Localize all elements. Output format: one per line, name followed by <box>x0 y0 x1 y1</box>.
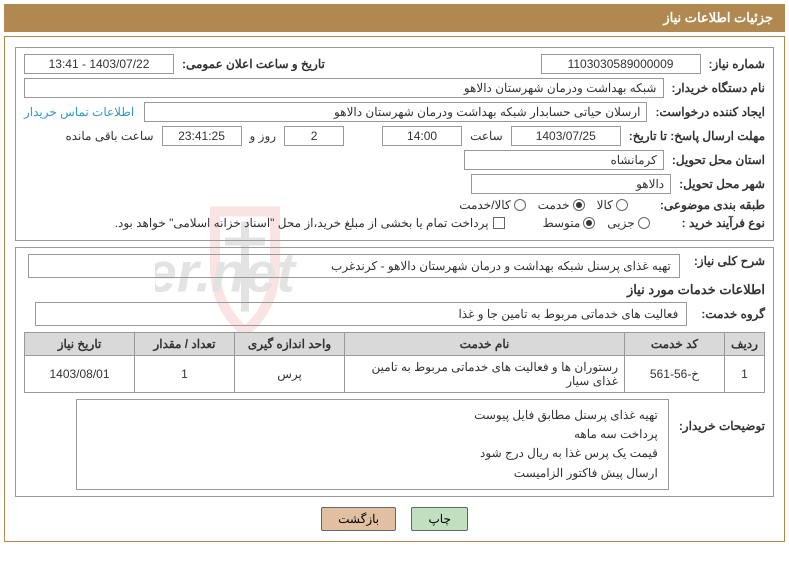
label-purchase-type: نوع فرآیند خرید : <box>682 216 765 230</box>
radio-kala-khedmat[interactable]: کالا/خدمت <box>459 198 525 212</box>
row-delivery-city: شهر محل تحویل: دالاهو <box>24 174 765 194</box>
note-line-1: تهیه غذای پرسنل مطابق فایل پیوست <box>87 406 658 425</box>
label-delivery-city: شهر محل تحویل: <box>679 177 765 191</box>
value-announce-date: 1403/07/22 - 13:41 <box>24 54 174 74</box>
back-button[interactable]: بازگشت <box>321 507 396 531</box>
payment-checkbox[interactable] <box>493 217 505 229</box>
buyer-contact-link[interactable]: اطلاعات تماس خریدار <box>24 105 134 119</box>
value-general-desc: تهیه غذای پرسنل شبکه بهداشت و درمان شهرس… <box>28 254 680 278</box>
value-remaining-time: 23:41:25 <box>162 126 242 146</box>
label-remaining: ساعت باقی مانده <box>65 129 153 143</box>
cell-row: 1 <box>725 356 765 393</box>
row-need-number: شماره نیاز: 1103030589000009 تاریخ و ساع… <box>24 54 765 74</box>
cell-date: 1403/08/01 <box>25 356 135 393</box>
label-service-group: گروه خدمت: <box>701 307 765 321</box>
row-general-desc: شرح کلی نیاز: تهیه غذای پرسنل شبکه بهداش… <box>24 254 765 278</box>
label-time-word: ساعت <box>470 129 503 143</box>
button-row: چاپ بازگشت <box>15 507 774 531</box>
th-row: ردیف <box>725 333 765 356</box>
subject-category-radio-group: کالا خدمت کالا/خدمت <box>459 198 628 212</box>
th-unit: واحد اندازه گیری <box>235 333 345 356</box>
value-delivery-province: کرمانشاه <box>464 150 664 170</box>
value-requester: ارسلان حیاتی حسابدار شبکه بهداشت ودرمان … <box>144 102 647 122</box>
description-section: شرح کلی نیاز: تهیه غذای پرسنل شبکه بهداش… <box>15 247 774 497</box>
label-need-number: شماره نیاز: <box>709 57 765 71</box>
cell-unit: پرس <box>235 356 345 393</box>
radio-label-kala-khedmat: کالا/خدمت <box>459 198 510 212</box>
th-name: نام خدمت <box>345 333 625 356</box>
row-buyer-notes: توضیحات خریدار: تهیه غذای پرسنل مطابق فا… <box>24 399 765 490</box>
page-container: جزئیات اطلاعات نیاز شماره نیاز: 11030305… <box>0 0 789 546</box>
radio-circle-khedmat <box>573 199 585 211</box>
row-buyer-org: نام دستگاه خریدار: شبکه بهداشت ودرمان شه… <box>24 78 765 98</box>
th-qty: تعداد / مقدار <box>135 333 235 356</box>
radio-label-motavaset: متوسط <box>543 216 581 230</box>
label-delivery-province: استان محل تحویل: <box>672 153 765 167</box>
radio-circle-kala <box>616 199 628 211</box>
value-buyer-org: شبکه بهداشت ودرمان شهرستان دالاهو <box>24 78 664 98</box>
th-code: کد خدمت <box>625 333 725 356</box>
table-header-row: ردیف کد خدمت نام خدمت واحد اندازه گیری ت… <box>25 333 765 356</box>
value-remaining-days: 2 <box>284 126 344 146</box>
buyer-notes-box: تهیه غذای پرسنل مطابق فایل پیوست پرداخت … <box>76 399 669 490</box>
label-buyer-notes: توضیحات خریدار: <box>679 399 765 433</box>
radio-jozi[interactable]: جزیی <box>607 216 649 230</box>
page-title: جزئیات اطلاعات نیاز <box>4 4 785 32</box>
purchase-type-radio-group: جزیی متوسط <box>543 216 650 230</box>
note-line-2: پرداخت سه ماهه <box>87 425 658 444</box>
radio-circle-kala-khedmat <box>514 199 526 211</box>
value-delivery-city: دالاهو <box>471 174 671 194</box>
radio-circle-jozi <box>638 217 650 229</box>
radio-circle-motavaset <box>583 217 595 229</box>
row-deadline: مهلت ارسال پاسخ: تا تاریخ: 1403/07/25 سا… <box>24 126 765 146</box>
label-days-and: روز و <box>250 129 277 143</box>
radio-label-jozi: جزیی <box>607 216 634 230</box>
label-buyer-org: نام دستگاه خریدار: <box>672 81 766 95</box>
main-content-box: شماره نیاز: 1103030589000009 تاریخ و ساع… <box>4 36 785 542</box>
info-section: شماره نیاز: 1103030589000009 تاریخ و ساع… <box>15 47 774 241</box>
radio-motavaset[interactable]: متوسط <box>543 216 596 230</box>
label-announce-date: تاریخ و ساعت اعلان عمومی: <box>182 57 325 71</box>
services-info-title: اطلاعات خدمات مورد نیاز <box>24 282 765 298</box>
value-service-group: فعالیت های خدماتی مربوط به تامین جا و غذ… <box>35 302 687 326</box>
label-deadline: مهلت ارسال پاسخ: تا تاریخ: <box>629 129 765 143</box>
cell-qty: 1 <box>135 356 235 393</box>
value-deadline-date: 1403/07/25 <box>511 126 621 146</box>
payment-note-text: پرداخت تمام یا بخشی از مبلغ خرید،از محل … <box>115 216 489 230</box>
label-requester: ایجاد کننده درخواست: <box>655 105 765 119</box>
row-purchase-type: نوع فرآیند خرید : جزیی متوسط پرداخت تمام… <box>24 216 765 230</box>
row-delivery-province: استان محل تحویل: کرمانشاه <box>24 150 765 170</box>
row-requester: ایجاد کننده درخواست: ارسلان حیاتی حسابدا… <box>24 102 765 122</box>
note-line-4: ارسال پیش فاکتور الزامیست <box>87 464 658 483</box>
table-row: 1 خ-56-561 رستوران ها و فعالیت های خدمات… <box>25 356 765 393</box>
print-button[interactable]: چاپ <box>411 507 467 531</box>
radio-label-kala: کالا <box>597 198 613 212</box>
row-service-group: گروه خدمت: فعالیت های خدماتی مربوط به تا… <box>24 302 765 326</box>
th-date: تاریخ نیاز <box>25 333 135 356</box>
label-subject-category: طبقه بندی موضوعی: <box>660 198 765 212</box>
cell-code: خ-56-561 <box>625 356 725 393</box>
radio-label-khedmat: خدمت <box>538 198 570 212</box>
radio-khedmat[interactable]: خدمت <box>538 198 585 212</box>
cell-name: رستوران ها و فعالیت های خدماتی مربوط به … <box>345 356 625 393</box>
radio-kala[interactable]: کالا <box>597 198 628 212</box>
note-line-3: قیمت یک پرس غذا به ریال درج شود <box>87 444 658 463</box>
value-deadline-time: 14:00 <box>382 126 462 146</box>
label-general-desc: شرح کلی نیاز: <box>694 254 765 268</box>
services-table: ردیف کد خدمت نام خدمت واحد اندازه گیری ت… <box>24 332 765 393</box>
row-subject-category: طبقه بندی موضوعی: کالا خدمت کالا/خدمت <box>24 198 765 212</box>
value-need-number: 1103030589000009 <box>541 54 701 74</box>
